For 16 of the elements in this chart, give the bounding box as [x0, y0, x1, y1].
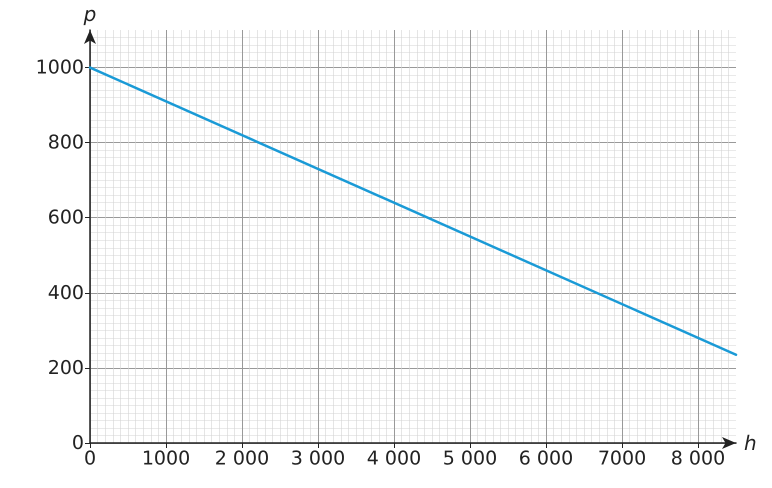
y-tick-label: 200 — [48, 356, 84, 379]
y-axis-title: p — [82, 2, 96, 26]
y-tick-label: 1000 — [36, 56, 84, 79]
y-tick-label: 600 — [48, 206, 84, 229]
y-tick-label: 0 — [72, 432, 84, 454]
x-tick-label: 6 000 — [518, 448, 574, 470]
x-axis-title: h — [744, 431, 757, 455]
y-tick-label: 400 — [48, 282, 84, 304]
x-tick-label: 5 000 — [442, 448, 498, 470]
x-tick-label: 1000 — [142, 448, 190, 470]
x-tick-label: 2 000 — [214, 448, 270, 470]
x-tick-label: 8 000 — [670, 448, 726, 470]
y-tick-label: 800 — [48, 132, 84, 154]
x-tick-label: 7000 — [598, 448, 646, 470]
x-tick-label: 3 000 — [290, 448, 346, 470]
x-tick-label: 4 000 — [366, 448, 422, 470]
